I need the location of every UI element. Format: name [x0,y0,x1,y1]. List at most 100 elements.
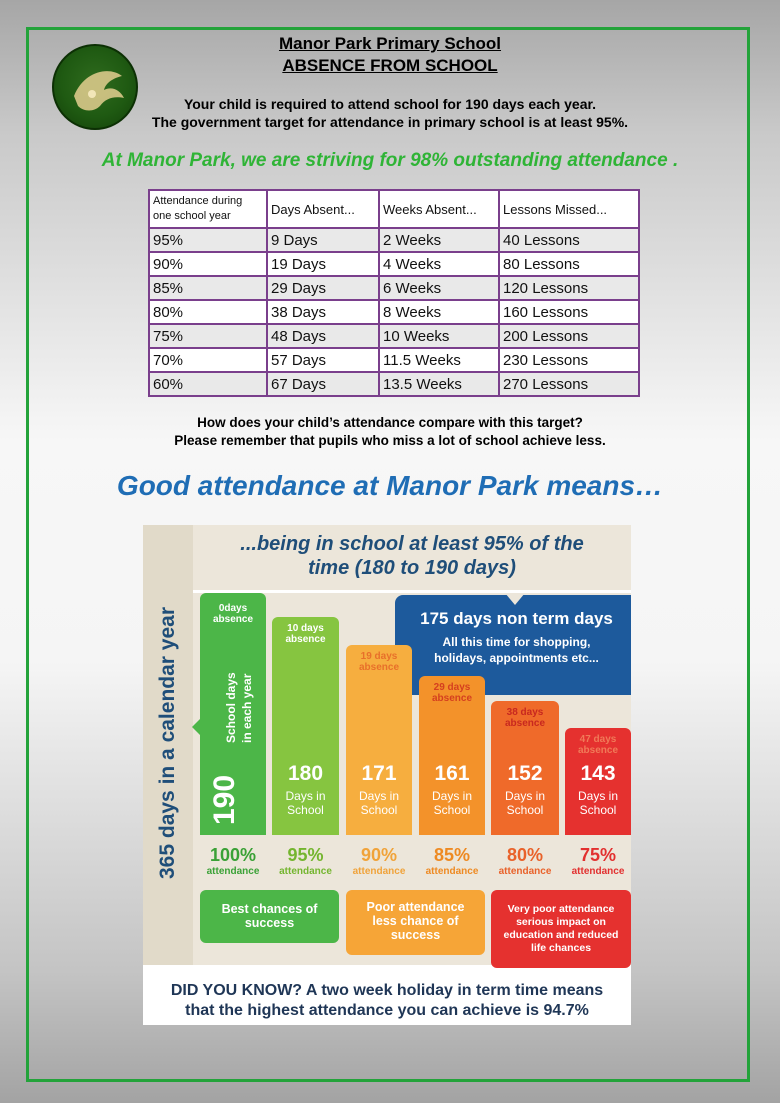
school-logo [52,44,138,130]
heading-divider [193,590,631,593]
very-poor-attendance-box: Very poor attendance serious impact on e… [491,890,631,968]
table-row: 85% 29 Days 6 Weeks 120 Lessons [148,275,640,301]
bar-75-percent: 47 days absence 143 Days in School [565,728,631,835]
poor-attendance-text: Poor attendance less chance of success [366,900,465,942]
good-attendance-heading: Good attendance at Manor Park means… [116,470,664,501]
pct-75: 75% [579,845,617,865]
bar-days-label: Days in School [358,789,399,817]
bar-90-percent: 19 days absence 171 Days in School [346,645,412,835]
intro-line1: Your child is required to attend school … [183,96,597,112]
table-cell: 4 Weeks [378,251,500,277]
poor-attendance-box: Poor attendance less chance of success [346,890,485,955]
table-cell: 19 Days [266,251,380,277]
table-cell: 11.5 Weeks [378,347,500,373]
table-cell: 67 Days [266,371,380,397]
bar-85-percent: 29 days absence 161 Days in School [419,676,485,835]
pct-label: attendance [498,866,552,877]
infographic-heading-line2: time (180 to 190 days) [308,557,516,579]
table-row: 75% 48 Days 10 Weeks 200 Lessons [148,323,640,349]
pct-label: attendance [352,866,406,877]
table-cell: 70% [148,347,268,373]
bar-days-number: 180 [287,762,324,785]
infographic-heading-line1: ...being in school at least 95% of the [240,533,584,555]
table-cell: 6 Weeks [378,275,500,301]
infographic-sidebar [143,525,193,965]
bar-95-percent: 10 days absence 180 Days in School [272,617,339,835]
bar-absence-label: 38 days absence [504,707,546,729]
bar-80-percent: 38 days absence 152 Days in School [491,701,559,835]
bar-absence-label: 19 days absence [358,651,400,673]
bar-100-percent: 0days absence 190 School days in each ye… [192,593,266,835]
table-cell: 270 Lessons [498,371,640,397]
bar-pointer [192,718,201,736]
non-term-line2: holidays, appointments etc... [434,651,599,665]
attendance-table: Attendance during one school year Days A… [148,189,640,397]
bar-absence-label: 0days absence [212,603,254,625]
pct-90: 90% [360,845,398,865]
page-border [26,27,750,1082]
table-cell: 10 Weeks [378,323,500,349]
table-cell: 85% [148,275,268,301]
table-cell: 160 Lessons [498,299,640,325]
pct-label: attendance [206,866,260,877]
pct-label: attendance [279,866,332,877]
page-title: ABSENCE FROM SCHOOL [282,56,498,75]
table-cell: 8 Weeks [378,299,500,325]
table-cell: 29 Days [266,275,380,301]
pct-85: 85% [433,845,471,865]
table-cell: 80 Lessons [498,251,640,277]
table-cell: 38 Days [266,299,380,325]
non-term-title: 175 days non term days [420,609,613,628]
bar-days-label: Days in School [577,789,618,817]
table-cell: 9 Days [266,227,380,253]
best-chances-box: Best chances of success [200,890,339,943]
question-line1: How does your child’s attendance compare… [197,415,583,430]
bar-absence-label: 10 days absence [285,623,326,645]
bar-absence-label: 47 days absence [577,734,619,756]
pct-80: 80% [506,845,544,865]
table-cell: 48 Days [266,323,380,349]
table-header: Days Absent... [266,189,380,229]
table-row: 70% 57 Days 11.5 Weeks 230 Lessons [148,347,640,373]
bar-days-number: 161 [434,762,470,785]
table-cell: 120 Lessons [498,275,640,301]
table-cell: 90% [148,251,268,277]
intro-line2: The government target for attendance in … [151,114,629,130]
school-name: Manor Park Primary School [278,34,502,53]
table-cell: 13.5 Weeks [378,371,500,397]
very-poor-attendance-text: Very poor attendance serious impact on e… [503,903,619,954]
bar-absence-label: 29 days absence [431,682,473,704]
question-line2: Please remember that pupils who miss a l… [174,433,606,448]
table-cell: 80% [148,299,268,325]
pct-95: 95% [287,845,324,865]
attendance-infographic: 365 days in a calendar year ...being in … [143,525,631,1025]
did-you-know-line1: DID YOU KNOW? A two week holiday in term… [170,982,604,999]
school-days-label-1: School days [224,672,238,743]
table-header: Attendance during one school year [148,189,268,229]
pct-100: 100% [209,845,257,865]
table-cell: 57 Days [266,347,380,373]
bar-days-label: Days in School [431,789,472,817]
bar-days-label: Days in School [504,789,545,817]
table-row: 90% 19 Days 4 Weeks 80 Lessons [148,251,640,277]
table-cell: 2 Weeks [378,227,500,253]
table-header: Lessons Missed... [498,189,640,229]
bar-days-number: 143 [580,762,616,785]
table-header: Weeks Absent... [378,189,500,229]
non-term-line1: All this time for shopping, [442,635,591,649]
best-chances-text: Best chances of success [221,902,318,930]
bar-days-number: 171 [361,762,397,785]
bar-days-number: 152 [507,762,543,785]
table-cell: 230 Lessons [498,347,640,373]
school-days-label-2: in each year [240,673,254,743]
did-you-know-line2: that the highest attendance you can achi… [185,1002,589,1019]
table-cell: 40 Lessons [498,227,640,253]
table-row: 80% 38 Days 8 Weeks 160 Lessons [148,299,640,325]
pct-label: attendance [425,866,479,877]
table-cell: 95% [148,227,268,253]
pct-label: attendance [571,866,625,877]
callout-notch [505,593,525,605]
table-header-row: Attendance during one school year Days A… [148,189,640,229]
table-cell: 75% [148,323,268,349]
striving-statement: At Manor Park, we are striving for 98% o… [101,150,679,171]
